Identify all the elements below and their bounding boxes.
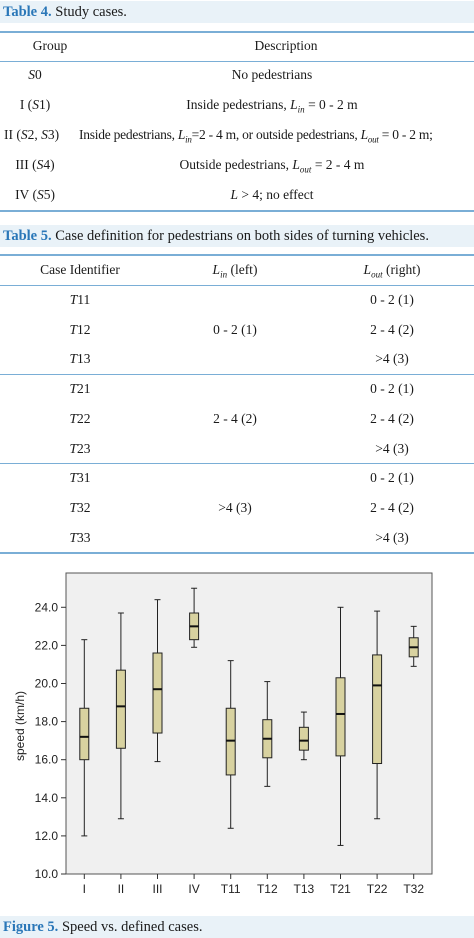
table5-header-lin: Lin (left) bbox=[212, 262, 258, 280]
table5-lout-cell: >4 (3) bbox=[375, 440, 409, 456]
table5-lin-cell: 0 - 2 (1) bbox=[213, 321, 257, 337]
table4-header-row: Group Description bbox=[0, 31, 474, 61]
x-tick-label: I bbox=[83, 882, 86, 896]
table4-bottom-rule bbox=[0, 210, 474, 212]
table-row: T22 2 - 4 (2) 2 - 4 (2) bbox=[0, 404, 474, 434]
table4-caption: Table 4. Study cases. bbox=[0, 1, 474, 23]
table-row: II (S2, S3) Inside pedestrians, Lin=2 - … bbox=[0, 120, 474, 150]
table5-lin-cell: 2 - 4 (2) bbox=[213, 410, 257, 426]
table-row: T33 >4 (3) bbox=[0, 523, 474, 553]
x-tick-label: II bbox=[118, 882, 125, 896]
x-tick-label: T32 bbox=[403, 882, 424, 896]
table4-group-cell: IV (S5) bbox=[15, 187, 55, 202]
table-row: T23 >4 (3) bbox=[0, 434, 474, 464]
table4-header-group: Group bbox=[32, 38, 68, 53]
x-tick-label: III bbox=[152, 882, 162, 896]
table5-header-rule bbox=[0, 285, 474, 286]
y-tick-label: 12.0 bbox=[35, 829, 59, 843]
table5-case-id-cell: T11 bbox=[69, 292, 91, 307]
table-row: III (S4) Outside pedestrians, Lout = 2 -… bbox=[0, 150, 474, 180]
table5-case-id-cell: T21 bbox=[69, 381, 91, 397]
table4-group-cell: II (S2, S3) bbox=[4, 127, 60, 142]
box bbox=[372, 654, 383, 765]
x-tick-label: T22 bbox=[367, 882, 388, 896]
table5-top-rule bbox=[0, 254, 474, 256]
y-tick-label: 14.0 bbox=[35, 791, 59, 805]
table5-bottom-rule bbox=[0, 552, 474, 554]
table5-case-id-cell: T33 bbox=[69, 529, 91, 545]
x-tick-label: T11 bbox=[221, 882, 241, 896]
table-row: T13 >4 (3) bbox=[0, 344, 474, 374]
table5-lout-cell: 0 - 2 (1) bbox=[370, 470, 414, 486]
table5-lout-cell: >4 (3) bbox=[375, 351, 409, 367]
table4-description-cell: Outside pedestrians, Lout = 2 - 4 m bbox=[179, 157, 365, 175]
x-tick-label: T12 bbox=[257, 882, 278, 896]
y-tick-label: 16.0 bbox=[35, 753, 59, 767]
table4-description-cell: Inside pedestrians, Lin = 0 - 2 m bbox=[186, 97, 358, 115]
box bbox=[115, 669, 126, 749]
table5-header-case-identifier: Case Identifier bbox=[40, 262, 120, 277]
x-tick-label: T13 bbox=[294, 882, 315, 896]
table5-group-rule bbox=[0, 374, 474, 375]
table4-group-cell: III (S4) bbox=[15, 157, 55, 172]
table4-header-description: Description bbox=[254, 38, 318, 53]
table5-case-id-cell: T13 bbox=[69, 351, 91, 367]
table4-top-rule bbox=[0, 31, 474, 33]
table5-header-row: Case Identifier Lin (left) Lout (right) bbox=[0, 255, 474, 285]
table-row: T21 0 - 2 (1) bbox=[0, 374, 474, 404]
table-row: T12 0 - 2 (1) 2 - 4 (2) bbox=[0, 315, 474, 345]
y-tick-label: 10.0 bbox=[35, 867, 59, 881]
table4-description-cell: No pedestrians bbox=[231, 67, 313, 82]
table-row: I (S1) Inside pedestrians, Lin = 0 - 2 m bbox=[0, 90, 474, 120]
table4-description-cell: L > 4; no effect bbox=[230, 187, 314, 202]
table5-lout-cell: 2 - 4 (2) bbox=[370, 321, 414, 337]
table4-group-cell: S0 bbox=[28, 67, 42, 82]
table5-lout-cell: 2 - 4 (2) bbox=[370, 410, 414, 426]
table4-caption-label: Table 4. bbox=[3, 4, 52, 20]
table5-case-id-cell: T31 bbox=[69, 470, 91, 486]
box bbox=[152, 652, 163, 734]
figure5-caption-label: Figure 5. bbox=[3, 919, 59, 935]
table5-caption-label: Table 5. bbox=[3, 228, 52, 244]
box bbox=[298, 726, 309, 751]
table-row: T11 0 - 2 (1) bbox=[0, 285, 474, 315]
table4-description-cell: Inside pedestrians, Lin=2 - 4 m, or outs… bbox=[79, 127, 433, 145]
table5-lout-cell: >4 (3) bbox=[375, 529, 409, 545]
y-tick-label: 22.0 bbox=[35, 638, 59, 652]
table5-group-rule bbox=[0, 463, 474, 464]
y-tick-label: 20.0 bbox=[35, 676, 59, 690]
table5-lout-cell: 2 - 4 (2) bbox=[370, 499, 414, 515]
table5-lin-cell: >4 (3) bbox=[218, 499, 252, 515]
table-row: T31 0 - 2 (1) bbox=[0, 463, 474, 493]
x-tick-label: IV bbox=[188, 882, 199, 896]
table-row: T32 >4 (3) 2 - 4 (2) bbox=[0, 493, 474, 523]
table5-case-id-cell: T23 bbox=[69, 440, 91, 456]
y-axis-title: speed (km/h) bbox=[13, 691, 27, 761]
box bbox=[79, 707, 90, 761]
table-row: IV (S5) L > 4; no effect bbox=[0, 180, 474, 210]
speed-boxplot: speed (km/h) 10.0 12.0 14.0 16.0 18.0 20.0 22.… bbox=[13, 572, 433, 896]
figure5-caption-text: Speed vs. defined cases. bbox=[58, 919, 203, 935]
table5-case-id-cell: T32 bbox=[69, 499, 91, 515]
table4-header-rule bbox=[0, 61, 474, 62]
table5-lout-cell: 0 - 2 (1) bbox=[370, 292, 414, 307]
table4-group-cell: I (S1) bbox=[19, 97, 51, 112]
y-tick-label: 24.0 bbox=[35, 600, 59, 614]
y-tick-label: 18.0 bbox=[35, 715, 59, 729]
plot-area bbox=[65, 572, 433, 875]
table-row: S0 No pedestrians bbox=[0, 60, 474, 90]
table5-case-id-cell: T22 bbox=[69, 410, 91, 426]
figure5-caption: Figure 5. Speed vs. defined cases. bbox=[0, 916, 474, 938]
x-tick-label: T21 bbox=[330, 882, 351, 896]
table5-case-id-cell: T12 bbox=[69, 321, 91, 337]
table5-header-lout: Lout (right) bbox=[363, 262, 421, 280]
table5-lout-cell: 0 - 2 (1) bbox=[370, 381, 414, 397]
table5-caption-text: Case definition for pedestrians on both … bbox=[51, 228, 429, 244]
box bbox=[335, 677, 346, 757]
table4-caption-text: Study cases. bbox=[51, 4, 127, 20]
table5-caption: Table 5. Case definition for pedestrians… bbox=[0, 225, 474, 247]
